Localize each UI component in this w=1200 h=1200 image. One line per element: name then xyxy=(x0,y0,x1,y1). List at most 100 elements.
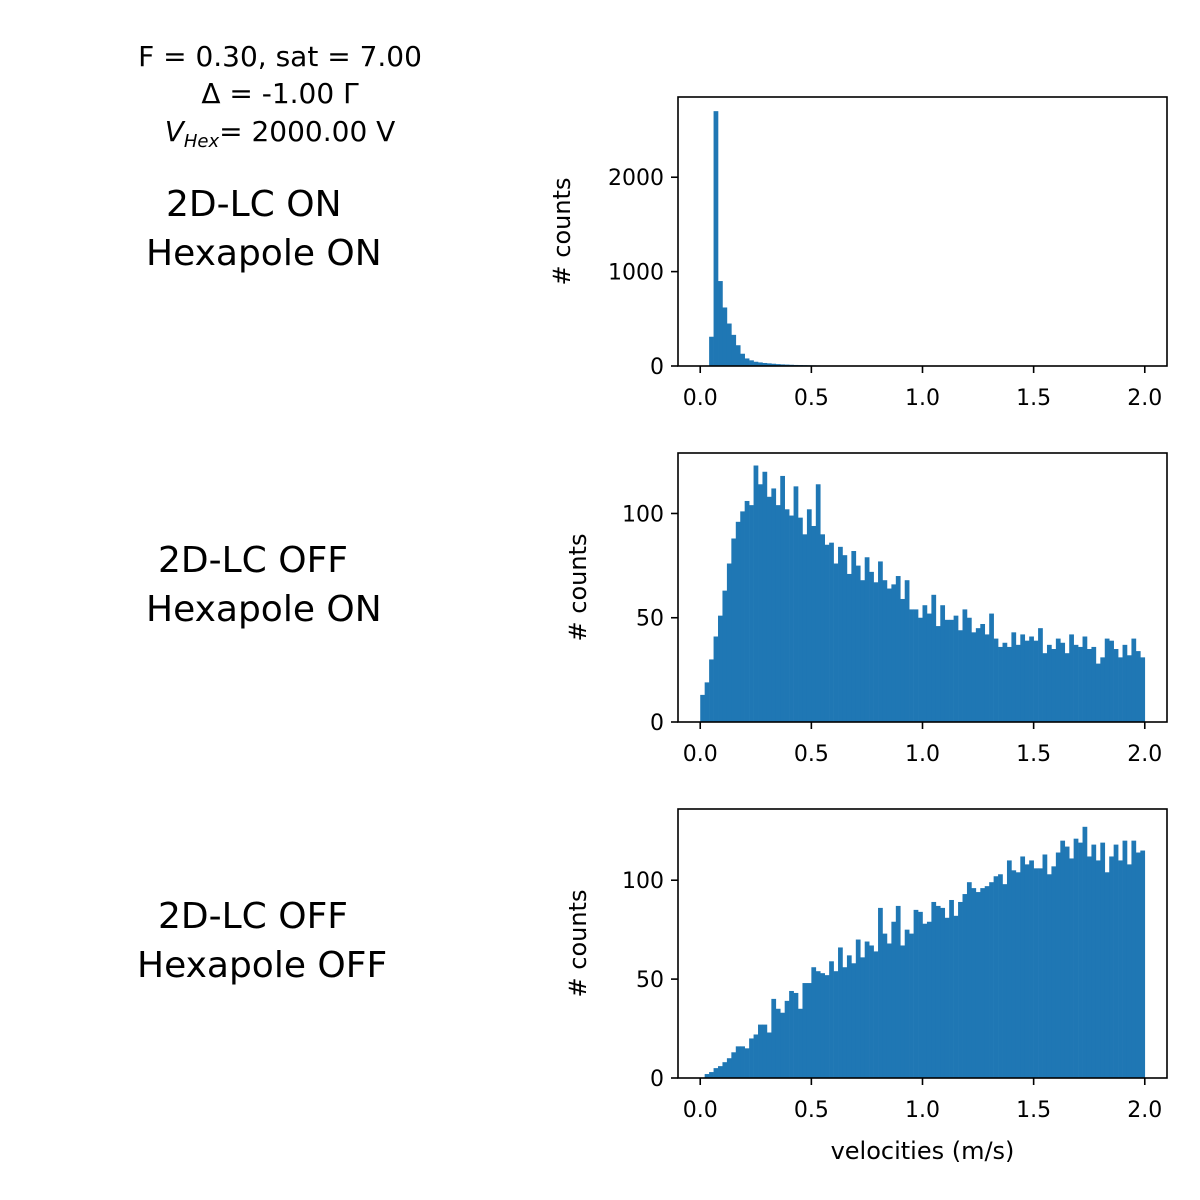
histogram-1-xtick-label: 1.5 xyxy=(1016,386,1051,411)
histogram-2-bar xyxy=(1100,657,1106,722)
histogram-3-bar xyxy=(1073,838,1079,1078)
histogram-3-bar xyxy=(762,1024,768,1078)
histogram-2-bar xyxy=(1095,663,1101,722)
histogram-1-ytick-label: 0 xyxy=(650,355,664,380)
histogram-3-bar xyxy=(846,955,852,1078)
histogram-3-bar xyxy=(704,1074,710,1078)
histogram-3-bar xyxy=(811,967,817,1078)
histogram-2-bar xyxy=(798,517,803,722)
histogram-2-bar xyxy=(806,509,812,722)
histogram-1-bar xyxy=(722,307,728,366)
histogram-2-bar xyxy=(1140,657,1146,722)
histogram-3-bar xyxy=(1020,856,1026,1078)
histogram-2-bar xyxy=(820,534,825,722)
histogram-3-bar xyxy=(895,905,901,1078)
histogram-2-bar xyxy=(1109,640,1114,722)
histogram-2-bar xyxy=(1055,638,1061,722)
histogram-3-bar xyxy=(758,1024,763,1078)
panel-3-label-line2: Hexapole OFF xyxy=(137,945,388,986)
vhex-subscript: Hex xyxy=(183,131,220,152)
histogram-3-bar xyxy=(873,951,879,1078)
histogram-1-xtick-label: 0.0 xyxy=(683,386,718,411)
histogram-2-bar xyxy=(940,605,946,722)
chart-subtitle-params: F = 0.30, sat = 7.00 xyxy=(138,40,422,73)
histogram-2-bar xyxy=(989,613,994,722)
histogram-3-bar xyxy=(731,1052,737,1078)
histogram-3-bar xyxy=(1095,860,1101,1078)
histogram-2-bar xyxy=(824,544,830,722)
histogram-2-bar xyxy=(1046,644,1052,722)
histogram-3-bar xyxy=(749,1038,754,1078)
histogram-3-bar xyxy=(726,1058,732,1078)
histogram-2-bar xyxy=(860,580,866,722)
histogram-3-bar xyxy=(958,901,963,1078)
histogram-3-bar xyxy=(820,973,825,1078)
histogram-2-bar xyxy=(935,626,941,722)
histogram-3-bar xyxy=(855,939,861,1078)
histogram-2-bar xyxy=(949,619,954,722)
panel-1-label-line1: 2D-LC ON xyxy=(166,184,342,225)
histogram-3-bar xyxy=(1091,844,1097,1078)
histogram-1-bar xyxy=(726,323,732,366)
histogram-2-bar xyxy=(913,609,919,722)
histogram-2-bar xyxy=(1020,634,1026,722)
histogram-3-bar xyxy=(718,1066,723,1078)
histogram-1-bar xyxy=(775,364,781,366)
histogram-2-bar xyxy=(1006,646,1012,722)
histogram-2-bar xyxy=(984,634,990,722)
histogram-2-bar xyxy=(878,561,883,722)
histogram-3-ytick-label: 0 xyxy=(650,1067,664,1092)
histogram-3-bar xyxy=(1118,860,1123,1078)
histogram-3-bar xyxy=(1015,872,1021,1078)
histogram-3-bar xyxy=(962,894,968,1078)
histogram-3-bar xyxy=(980,888,986,1078)
histogram-2-bar xyxy=(851,551,857,722)
histogram-2-bar xyxy=(998,646,1003,722)
histogram-3-xtick-label: 0.0 xyxy=(683,1098,718,1123)
histogram-3-bar xyxy=(753,1034,759,1078)
histogram-2-bar xyxy=(1060,642,1066,722)
histogram-1-bar xyxy=(766,363,772,366)
histogram-2-bar xyxy=(1078,646,1083,722)
histogram-3-bar xyxy=(975,892,981,1078)
histogram-2-bar xyxy=(966,617,972,722)
histogram-3-bar xyxy=(998,874,1003,1078)
histogram-2-bar xyxy=(1042,653,1048,722)
histogram-3-ylabel: # counts xyxy=(564,890,592,998)
histogram-2-bar xyxy=(975,628,981,722)
histogram-3-bar xyxy=(780,1012,785,1078)
vhex-value: = 2000.00 V xyxy=(219,115,396,148)
histogram-2-bar xyxy=(1082,636,1088,722)
histogram-3-bar xyxy=(798,1008,803,1078)
histogram-3-bar xyxy=(909,933,914,1078)
histogram-2-bar xyxy=(864,557,870,722)
histogram-2-bar xyxy=(753,465,759,722)
panel-3-label-line1: 2D-LC OFF xyxy=(158,896,349,937)
histogram-3-bar xyxy=(1055,852,1061,1078)
histogram-2-bar xyxy=(1069,634,1074,722)
histogram-2-bar xyxy=(958,630,963,722)
histogram-2-bar xyxy=(731,538,737,722)
histogram-3-bar xyxy=(1078,842,1083,1078)
histogram-2-bar xyxy=(922,605,928,722)
histogram-2-bar xyxy=(780,475,785,722)
histogram-3-bar xyxy=(1104,872,1110,1078)
histogram-3-bar xyxy=(878,907,883,1078)
histogram-3-bar xyxy=(926,921,932,1078)
histogram-2-bar xyxy=(1038,628,1043,722)
histogram-3-bar xyxy=(824,975,830,1078)
histogram-2-bar xyxy=(833,563,839,722)
histogram-2-bar xyxy=(993,638,999,722)
histogram-3-bar xyxy=(802,983,808,1078)
histogram-2-bar xyxy=(704,682,710,722)
histogram-3-bar xyxy=(766,1032,772,1078)
histogram-3-bar xyxy=(1109,856,1114,1078)
histogram-2-bar xyxy=(771,488,777,722)
histogram-2-bar xyxy=(971,632,977,722)
histogram-3-bar xyxy=(1135,852,1141,1078)
histogram-2-xtick-label: 0.5 xyxy=(794,742,829,767)
histogram-3-bar xyxy=(833,971,839,1078)
histogram-3-bar xyxy=(900,945,906,1078)
histogram-3-bar xyxy=(984,886,990,1078)
histogram-3-bar xyxy=(869,945,874,1078)
